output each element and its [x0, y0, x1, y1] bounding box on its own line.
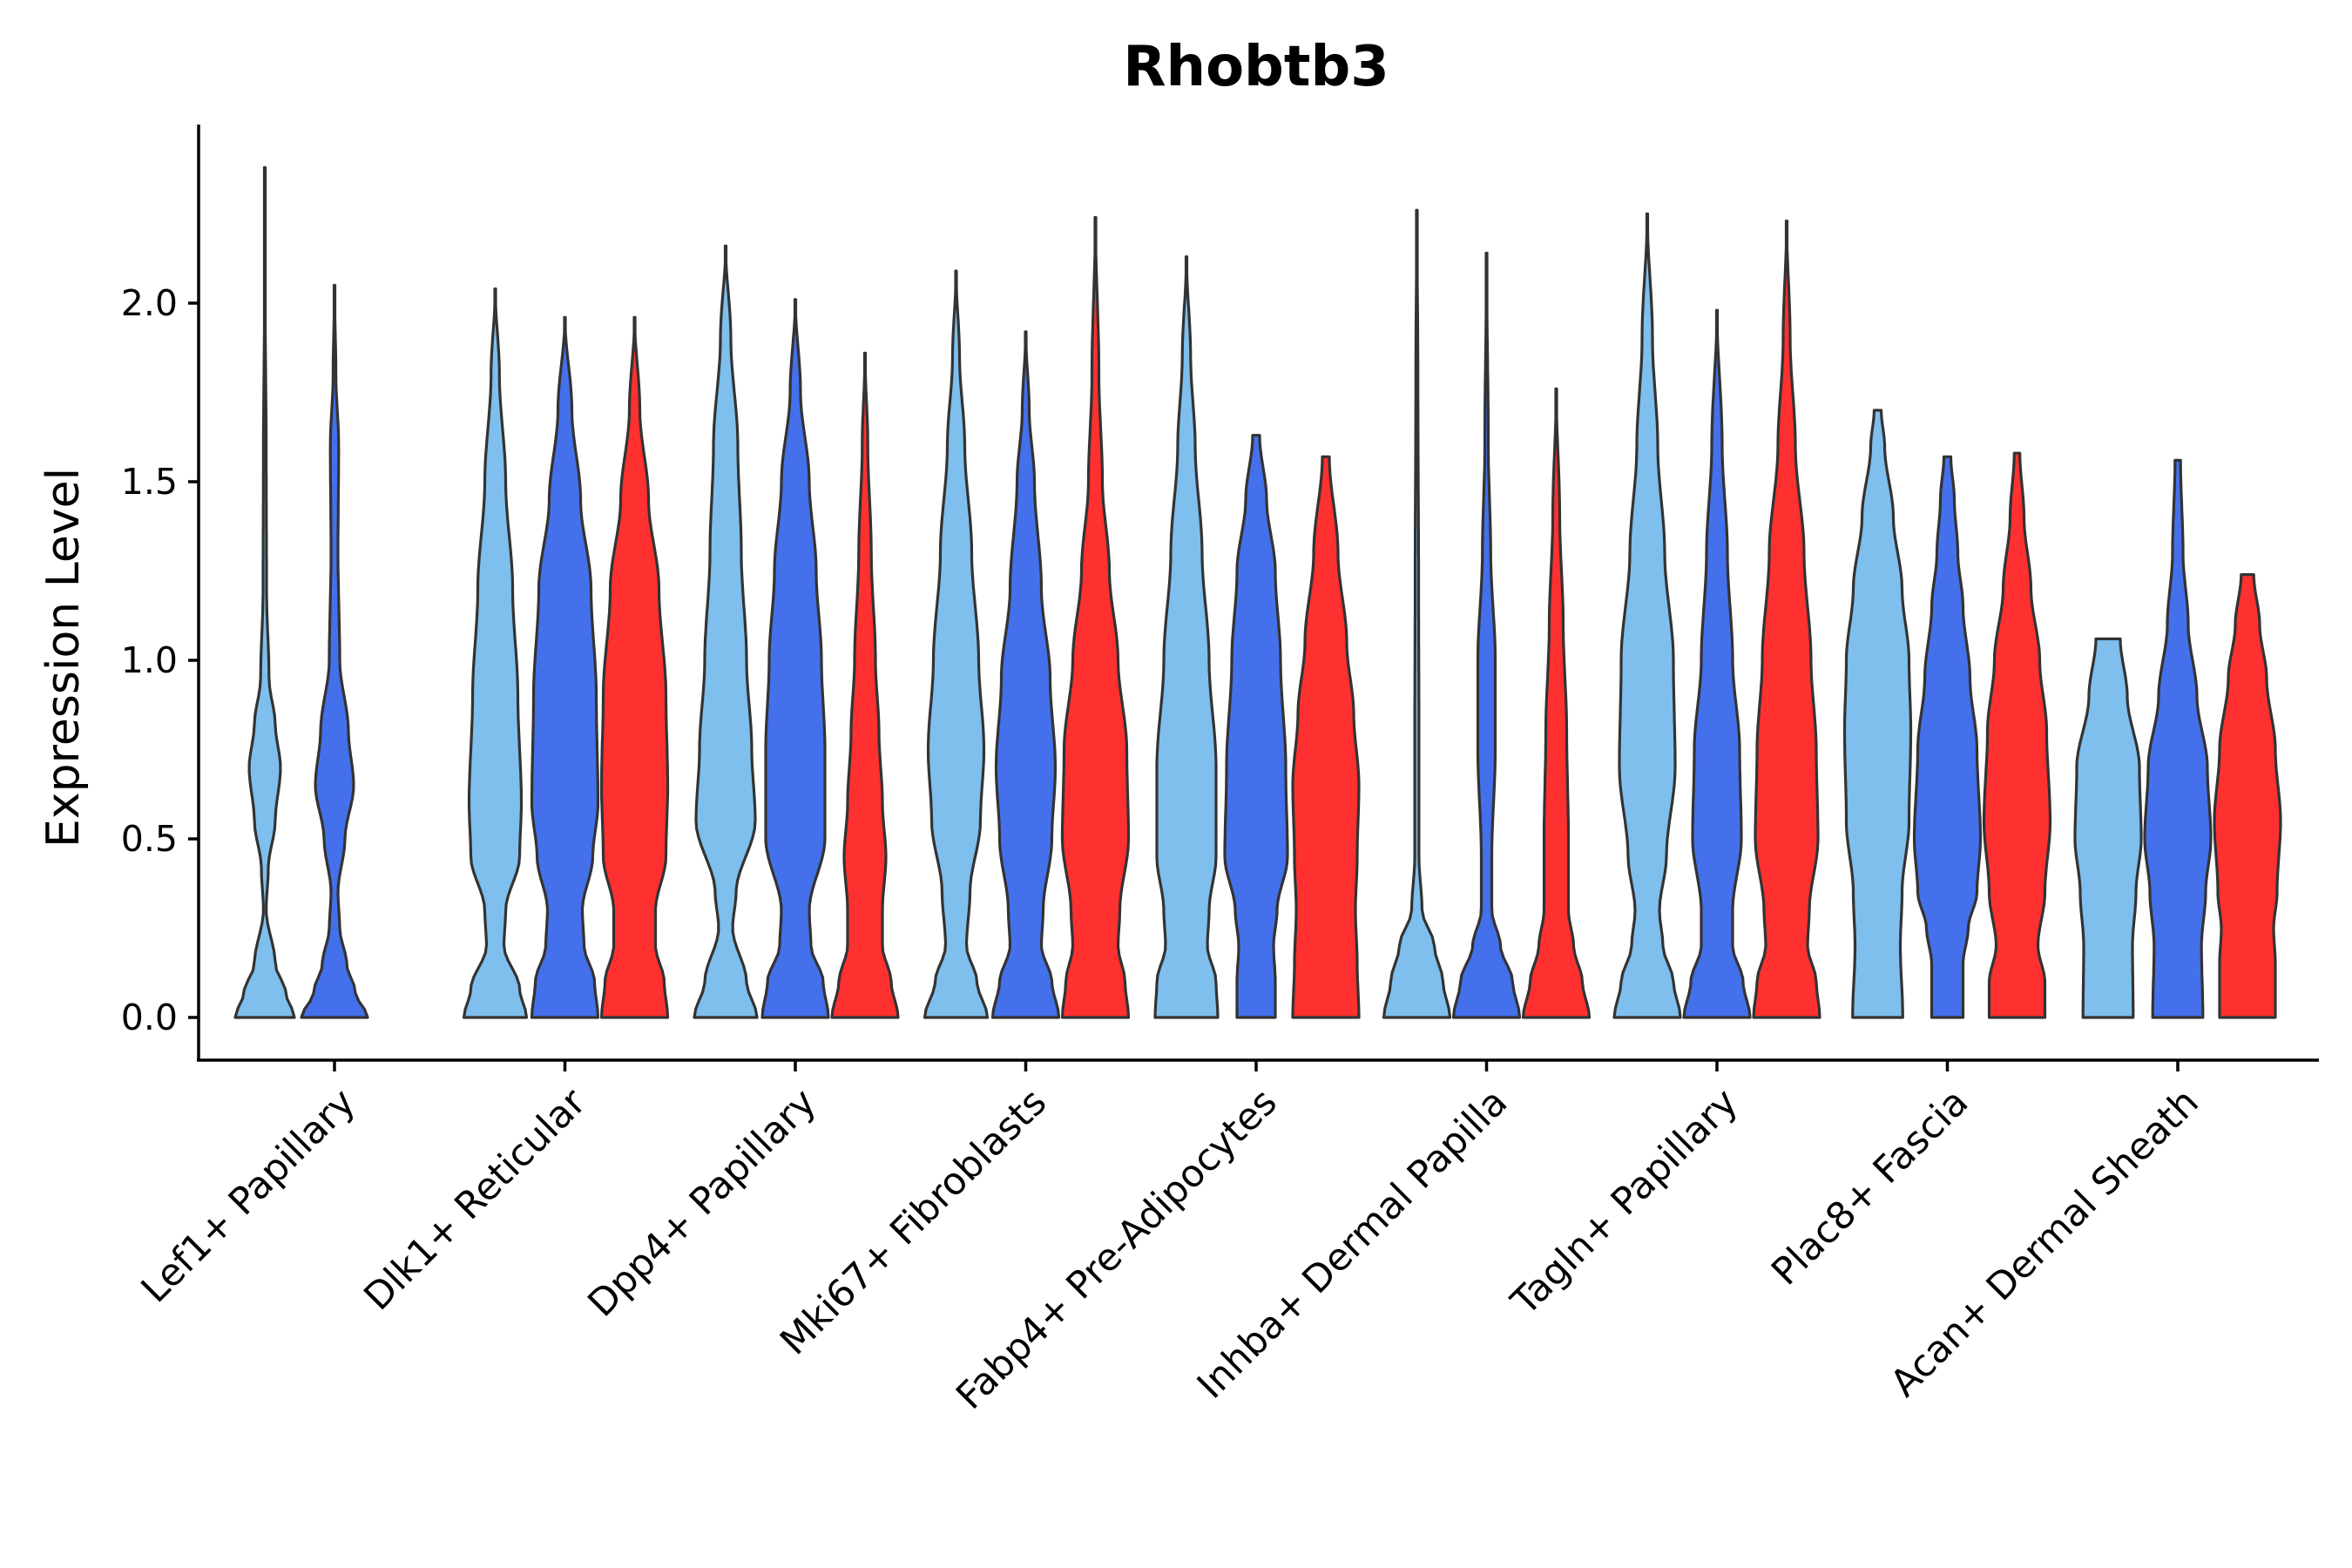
y-tick-label: 0.5: [121, 818, 178, 860]
violin-mki67-fibroblasts-3: [1060, 216, 1131, 1019]
violin-fabp4-pre-adipocytes-2: [1223, 434, 1289, 1019]
chart-title: Rhobtb3: [1123, 35, 1389, 99]
violin-tagln-papillary-3: [1752, 220, 1821, 1019]
violin-fabp4-pre-adipocytes-1: [1153, 255, 1220, 1019]
violin-inhba-dermal-papilla-2: [1451, 252, 1522, 1019]
violin-dpp4-papillary-1: [693, 244, 759, 1019]
x-tick-label: Tagln+ Papillary: [1503, 1080, 1747, 1324]
violin-dlk1-reticular-2: [530, 315, 600, 1019]
violin-dpp4-papillary-2: [760, 298, 830, 1019]
violin-acan-dermal-sheath-2: [2143, 458, 2213, 1019]
x-tick-label: Lef1+ Papillary: [133, 1080, 364, 1311]
x-tick-label: Mki67+ Fibroblasts: [772, 1080, 1055, 1363]
violin-tagln-papillary-2: [1682, 308, 1752, 1019]
violin-inhba-dermal-papilla-1: [1382, 208, 1452, 1019]
x-tick-label: Plac8+ Fascia: [1763, 1080, 1977, 1294]
x-tick-label: Dpp4+ Papillary: [580, 1080, 825, 1325]
violin-acan-dermal-sheath-3: [2213, 573, 2282, 1019]
violin-plac8-fascia-2: [1912, 455, 1983, 1019]
y-axis-ticks: 0.0 0.5 1.0 1.5 2.0: [121, 282, 199, 1038]
y-axis-label: Expression Level: [37, 468, 90, 848]
violin-inhba-dermal-papilla-3: [1521, 387, 1592, 1019]
violin-layer: [233, 166, 2282, 1019]
violin-plac8-fascia-3: [1982, 451, 2052, 1019]
y-tick-label: 1.0: [121, 639, 178, 681]
violin-dpp4-papillary-3: [830, 351, 900, 1019]
violin-lef1-papillary-2: [300, 283, 369, 1019]
violin-lef1-papillary-1: [233, 166, 296, 1019]
violin-plac8-fascia-1: [1842, 409, 1913, 1019]
violin-tagln-papillary-1: [1612, 212, 1682, 1019]
violin-mki67-fibroblasts-1: [923, 269, 990, 1019]
y-tick-label: 1.5: [121, 461, 178, 503]
violin-dlk1-reticular-3: [599, 315, 670, 1019]
x-tick-label: Dlk1+ Reticular: [356, 1080, 595, 1319]
violin-mki67-fibroblasts-2: [990, 330, 1061, 1019]
violin-acan-dermal-sheath-1: [2073, 637, 2143, 1019]
y-tick-label: 0.0: [121, 997, 178, 1038]
y-tick-label: 2.0: [121, 282, 178, 324]
violin-dlk1-reticular-1: [462, 287, 529, 1019]
violin-fabp4-pre-adipocytes-3: [1291, 455, 1361, 1019]
